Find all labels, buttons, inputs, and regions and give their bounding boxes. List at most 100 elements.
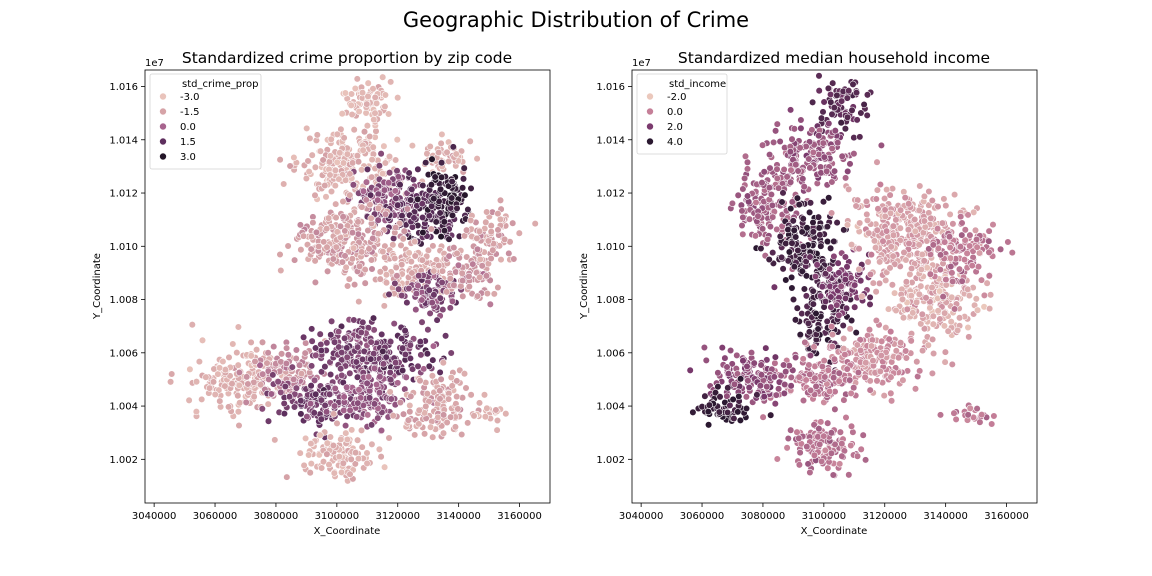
income-point [734,408,742,416]
income-point [821,297,830,306]
income-legend-label: 2.0 [667,122,683,133]
income-point [773,225,781,233]
crime-point [417,351,425,359]
crime-point [353,373,362,381]
crime-point [412,306,420,314]
income-point [869,279,877,287]
crime-point [463,226,471,234]
income-y-tick-label: 1.012 [596,189,625,200]
income-point [862,197,871,206]
crime-x-tick-label: 3080000 [254,511,299,522]
crime-point [490,290,498,298]
crime-point [317,340,325,349]
income-point [897,339,905,347]
income-point [785,248,793,256]
income-point [833,301,841,309]
income-point [872,244,880,252]
crime-point [354,218,362,226]
crime-point [463,253,471,261]
crime-point [366,132,374,141]
income-point [888,185,897,193]
income-point [823,167,831,175]
crime-point [342,263,350,271]
income-point [765,255,773,264]
crime-point [325,461,333,469]
crime-point [264,349,272,357]
income-point [767,411,775,419]
crime-point [316,147,325,155]
crime-legend-marker [159,122,167,131]
crime-point [265,375,273,383]
income-x-tick-label: 3080000 [741,511,786,522]
crime-point [336,149,344,157]
crime-point [247,338,255,346]
crime-point [437,185,445,193]
income-point [869,357,877,365]
income-point [877,351,885,360]
income-point [789,295,798,304]
crime-point [209,378,218,386]
crime-point [329,441,337,450]
income-point [741,174,749,182]
crime-point [367,256,376,264]
income-point [872,288,880,296]
income-point [899,376,907,384]
income-point [896,224,904,232]
crime-point [465,272,473,280]
income-point [756,382,764,390]
crime-point [296,449,304,457]
crime-point [307,440,315,448]
crime-point [330,410,338,418]
crime-point [323,450,331,458]
crime-point [386,388,394,396]
crime-point [387,78,395,86]
crime-point [443,148,451,156]
income-legend-marker [646,137,654,146]
crime-point [380,186,389,194]
crime-point [390,320,398,328]
crime-point [405,284,413,293]
crime-point [422,402,430,410]
crime-point [409,176,418,184]
crime-point [354,399,362,407]
income-point [815,425,823,433]
crime-point [408,269,416,277]
income-point [751,232,760,240]
income-x-tick-label: 3060000 [680,511,725,522]
crime-point [461,191,469,199]
crime-point [347,101,355,109]
income-point [811,272,820,281]
income-point [892,216,900,224]
crime-point [473,245,482,253]
income-point [772,127,780,135]
income-point [878,337,886,345]
crime-point [326,171,334,179]
crime-point [346,191,354,199]
crime-point [234,392,242,400]
income-point [721,354,729,362]
crime-point [505,249,513,257]
income-point [848,106,856,114]
income-point [800,183,808,191]
income-point [728,199,736,207]
income-point [937,251,945,259]
crime-point [407,258,415,266]
income-point [771,400,779,408]
crime-point [430,291,438,299]
crime-point [402,373,410,381]
crime-legend-marker [159,107,167,116]
crime-point [335,343,343,351]
crime-point [475,399,484,407]
income-point [818,283,826,291]
income-legend-label: 4.0 [667,137,683,148]
crime-point [305,168,313,176]
crime-point [331,166,339,174]
income-point [741,152,750,160]
crime-point [288,363,296,371]
income-point [795,461,803,469]
crime-point [414,282,422,290]
income-point [927,214,935,222]
crime-point [438,159,446,167]
crime-point [346,369,354,377]
income-point [809,228,817,236]
